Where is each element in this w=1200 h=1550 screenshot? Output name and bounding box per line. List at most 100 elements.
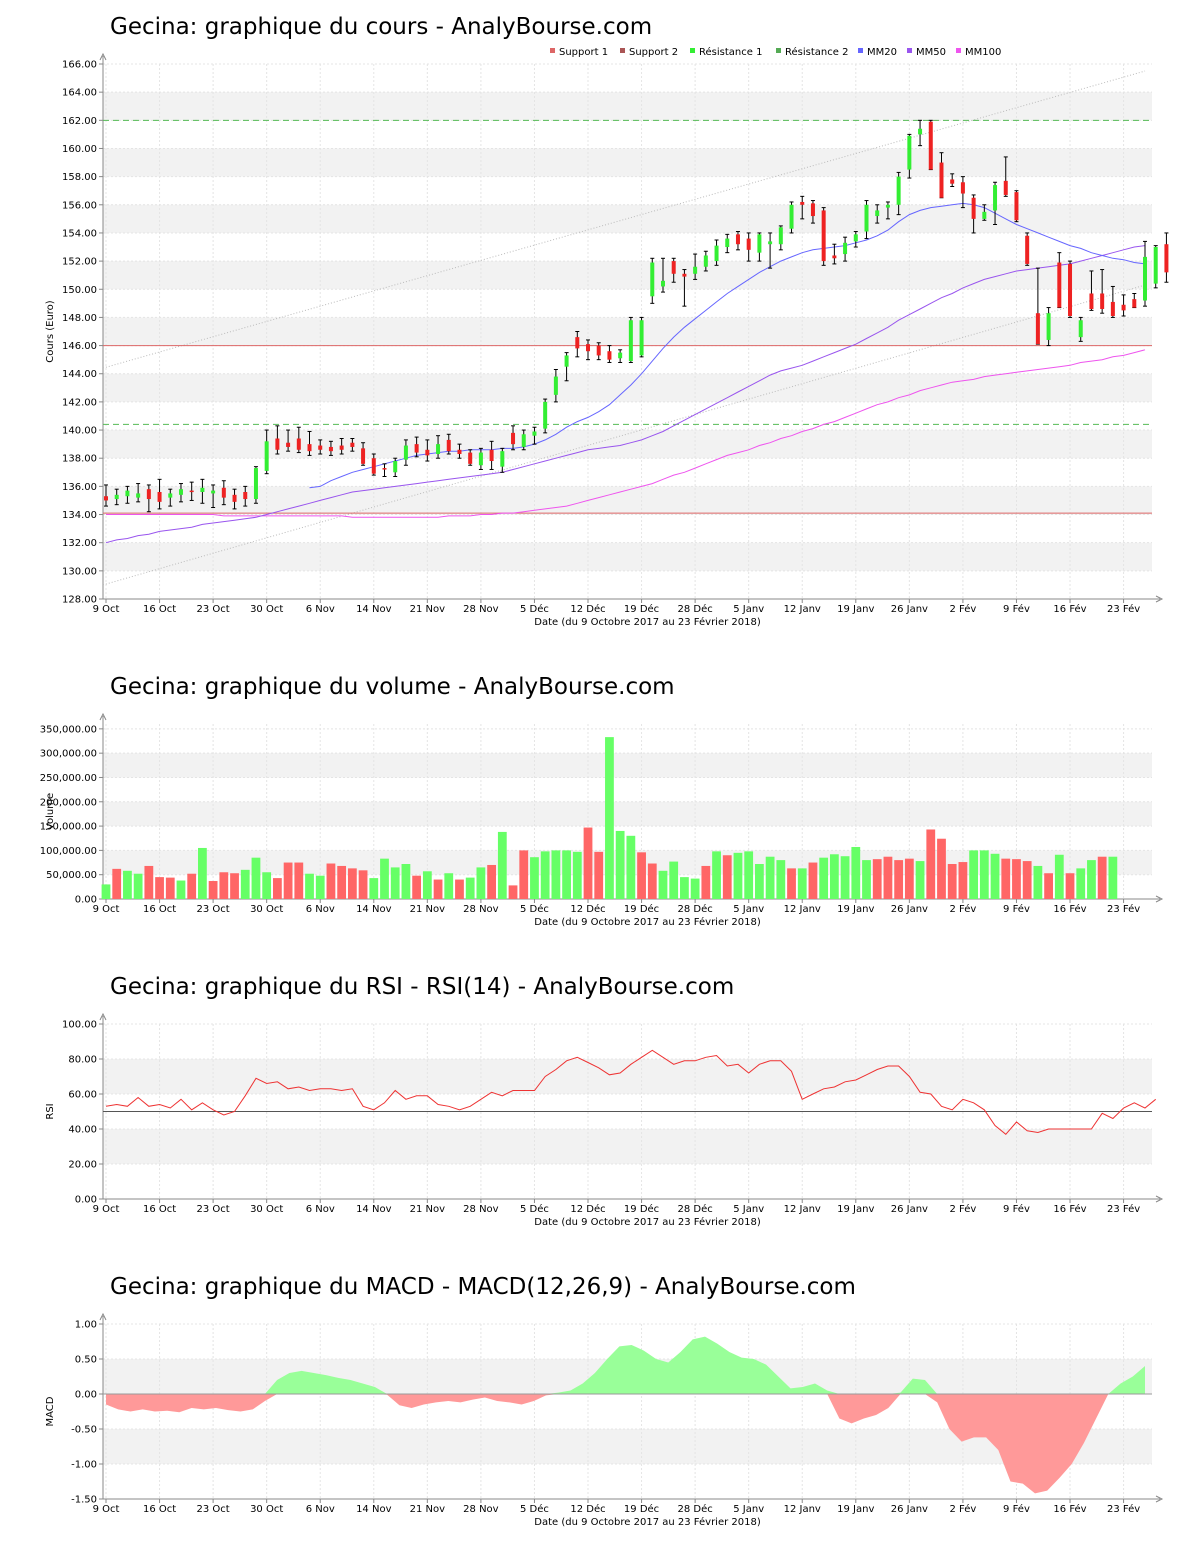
volume-bar — [819, 857, 829, 899]
rsi-y-tick-label: 60.00 — [68, 1090, 97, 1101]
macd-y-tick-label: 0.50 — [75, 1355, 97, 1366]
rsi-x-tick-label: 23 Oct — [197, 1204, 230, 1215]
candle-body — [843, 242, 848, 255]
candle-body — [735, 234, 740, 245]
rsi-y-tick-label: 40.00 — [68, 1125, 97, 1136]
rsi-band — [103, 1129, 1152, 1164]
volume-band — [103, 801, 1152, 827]
rsi-x-arrow — [1155, 1195, 1164, 1203]
candle-body — [703, 255, 708, 267]
candle-body — [307, 444, 312, 452]
candle-body — [125, 490, 130, 497]
volume-bar — [829, 854, 839, 899]
candle-body — [264, 441, 269, 471]
volume-bar — [358, 870, 368, 899]
volume-bar — [894, 860, 904, 899]
volume-bar — [572, 851, 582, 899]
candle-body — [146, 489, 151, 500]
price-y-tick-label: 130.00 — [62, 566, 97, 577]
price-chart: 128.00 130.00 132.00 134.00 136.00 138.00 140.… — [45, 52, 1169, 628]
macd-positive-area — [106, 1336, 1145, 1394]
price-x-tick-label: 5 Déc — [520, 603, 549, 615]
candle-body — [1046, 313, 1051, 340]
volume-x-tick-label: 9 Oct — [93, 904, 120, 915]
volume-bar — [347, 868, 357, 899]
volume-bar — [187, 873, 197, 899]
candle-body — [243, 492, 248, 500]
volume-x-axis-label: Date (du 9 Octobre 2017 au 23 Février 20… — [534, 916, 761, 928]
macd-x-axis-label: Date (du 9 Octobre 2017 au 23 Février 20… — [534, 1516, 761, 1528]
candle-body — [639, 320, 644, 356]
rsi-line — [105, 1049, 1157, 1135]
macd-y-tick-label: 1.00 — [75, 1320, 97, 1331]
price-y-tick-label: 160.00 — [62, 144, 97, 155]
volume-bar — [444, 873, 454, 899]
volume-x-tick-label: 14 Nov — [356, 904, 392, 915]
volume-bar — [776, 860, 786, 899]
candle-body — [393, 461, 398, 473]
volume-y-tick-label: 200,000.00 — [40, 797, 97, 808]
volume-y-tick-label: 250,000.00 — [40, 773, 97, 784]
rsi-chart: 0.00 20.00 40.00 60.00 80.00 100.00 9 Oct 16 Oc… — [45, 1012, 1164, 1228]
candle-body — [1110, 301, 1115, 317]
volume-bar — [551, 850, 561, 899]
legend-swatch — [550, 48, 555, 53]
candle-body — [939, 162, 944, 198]
macd-x-tick-label: 6 Nov — [306, 1504, 335, 1515]
rsi-x-tick-label: 5 Janv — [733, 1204, 764, 1215]
candle-body — [511, 432, 516, 445]
rsi-x-tick-label: 5 Déc — [520, 1203, 549, 1215]
price-y-tick-label: 158.00 — [62, 172, 97, 183]
legend-label: MM20 — [867, 47, 897, 58]
candle-body — [1014, 192, 1019, 221]
candle-body — [500, 451, 505, 467]
mm100-line — [106, 349, 1146, 518]
candle-body — [553, 376, 558, 395]
legend-swatch — [858, 48, 863, 53]
price-y-tick-label: 144.00 — [62, 369, 97, 380]
price-x-tick-label: 16 Oct — [143, 604, 176, 615]
price-x-tick-label: 28 Nov — [463, 604, 499, 615]
candle-body — [628, 320, 633, 362]
candle-body — [136, 493, 141, 498]
volume-bar — [272, 878, 282, 899]
candle-body — [1100, 293, 1105, 309]
macd-x-tick-label: 2 Fév — [949, 1503, 976, 1515]
macd-x-tick-label: 12 Déc — [570, 1503, 605, 1515]
candle-body — [768, 241, 773, 245]
volume-bar — [690, 878, 700, 899]
candle-body — [714, 245, 719, 262]
candle-body — [532, 431, 537, 436]
macd-x-tick-label: 21 Nov — [410, 1504, 446, 1515]
volume-x-tick-label: 23 Fév — [1107, 903, 1140, 915]
volume-x-tick-label: 19 Janv — [837, 904, 874, 915]
volume-bar — [615, 830, 625, 899]
candle-body — [564, 355, 569, 367]
macd-x-tick-label: 9 Oct — [93, 1504, 120, 1515]
macd-x-tick-label: 5 Déc — [520, 1503, 549, 1515]
volume-bar — [637, 852, 646, 899]
candle-body — [275, 438, 280, 450]
candle-body — [671, 261, 676, 274]
volume-y-tick-label: 50,000.00 — [46, 870, 97, 881]
macd-chart: -1.50 -1.00 -0.50 0.00 0.50 1.00 9 Oct 16 Oct 23… — [45, 1312, 1164, 1528]
candle-body — [468, 452, 473, 464]
volume-bar — [915, 861, 925, 899]
volume-bar — [979, 850, 989, 899]
candle-body — [339, 445, 344, 450]
rsi-x-tick-label: 21 Nov — [410, 1204, 446, 1215]
price-x-tick-label: 23 Oct — [197, 604, 230, 615]
candle-body — [832, 255, 837, 259]
volume-bar — [487, 864, 496, 899]
volume-bar — [808, 862, 818, 899]
price-x-tick-label: 5 Janv — [733, 604, 764, 615]
rsi-y-axis-label: RSI — [45, 1103, 56, 1119]
candle-body — [800, 201, 805, 205]
volume-x-tick-label: 19 Déc — [624, 903, 659, 915]
volume-bar — [937, 838, 946, 899]
candle-body — [586, 344, 591, 352]
macd-x-tick-label: 9 Fév — [1003, 1503, 1030, 1515]
volume-x-tick-label: 26 Janv — [891, 904, 928, 915]
volume-y-axis-label: Volume — [45, 793, 56, 830]
volume-x-tick-label: 23 Oct — [197, 904, 230, 915]
